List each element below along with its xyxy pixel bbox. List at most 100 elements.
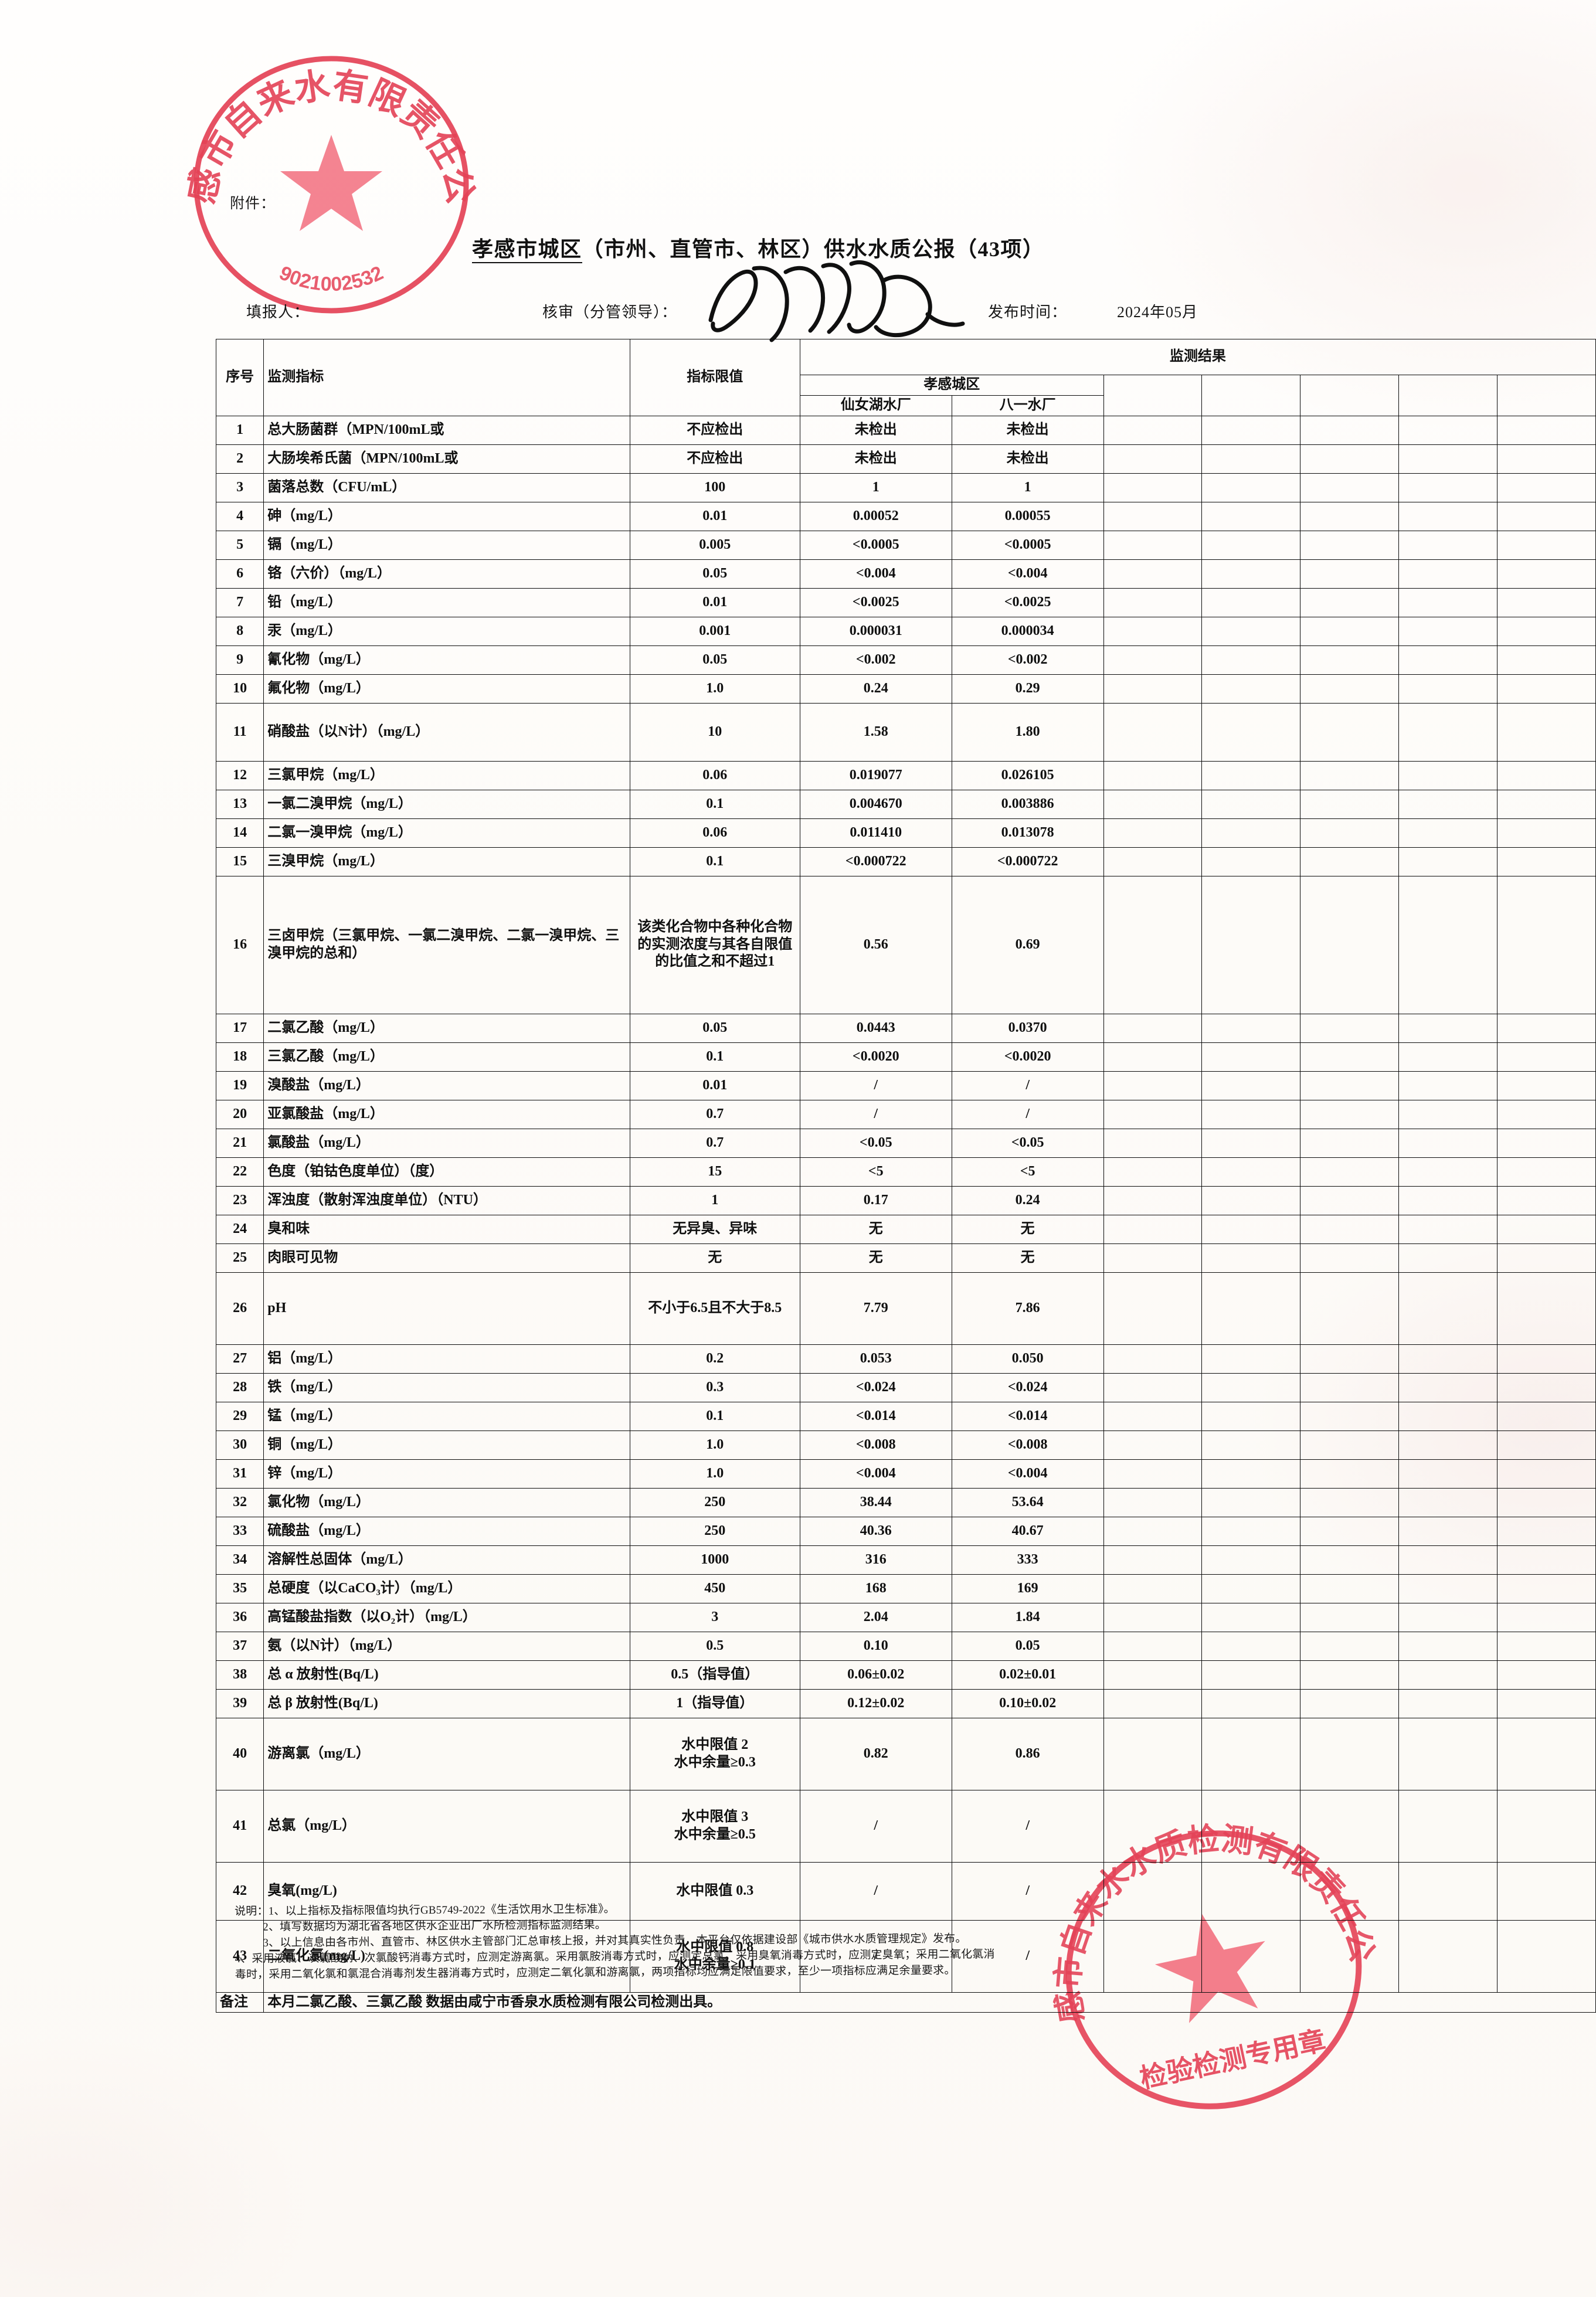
row-blank-5 [1497, 1602, 1596, 1632]
row-result-xiannvhu: 0.12±0.02 [799, 1688, 952, 1718]
table-row: 11 硝酸盐（以N计）（mg/L） 10 1.58 1.80 [215, 702, 1596, 762]
row-result-bayi: <5 [951, 1157, 1104, 1187]
row-blank-1 [1103, 1042, 1203, 1072]
row-blank-2 [1201, 1574, 1301, 1603]
publish-time-label: 发布时间： [988, 304, 1068, 321]
col-header-plant-bayi: 八一水厂 [951, 395, 1104, 416]
row-result-xiannvhu: 无 [799, 1243, 952, 1273]
row-limit: 0.3 [629, 1372, 800, 1402]
row-limit: 0.2 [629, 1344, 800, 1374]
row-blank-2 [1201, 1487, 1301, 1517]
row-indicator: 铅（mg/L） [263, 587, 630, 617]
table-row: 32 氯化物（mg/L） 250 38.44 53.64 [215, 1487, 1596, 1517]
row-result-xiannvhu: 0.004670 [799, 789, 952, 819]
row-blank-2 [1201, 1344, 1301, 1374]
row-indicator: 二氯一溴甲烷（mg/L） [263, 818, 630, 848]
row-blank-5 [1497, 1013, 1596, 1043]
row-blank-3 [1300, 1013, 1400, 1043]
row-blank-3 [1300, 1071, 1400, 1100]
row-result-bayi: 无 [951, 1243, 1104, 1273]
table-row: 7 铅（mg/L） 0.01 <0.0025 <0.0025 [215, 587, 1596, 617]
row-limit: 0.1 [629, 1401, 800, 1431]
row-blank-2 [1201, 1516, 1301, 1546]
row-blank-4 [1398, 530, 1498, 560]
table-row: 40 游离氯（mg/L） 水中限值 2 水中余量≥0.3 0.82 0.86 [215, 1717, 1596, 1790]
row-result-xiannvhu: 0.019077 [799, 760, 952, 790]
row-limit: 100 [629, 473, 800, 502]
row-result-xiannvhu: 38.44 [799, 1487, 952, 1517]
row-limit: 0.7 [629, 1099, 800, 1129]
row-limit: 0.1 [629, 847, 800, 876]
col-header-no: 序号 [215, 339, 264, 416]
row-blank-2 [1201, 1272, 1301, 1345]
row-blank-5 [1497, 1487, 1596, 1517]
row-blank-4 [1398, 1128, 1498, 1158]
row-number: 40 [215, 1717, 264, 1790]
row-indicator: 氯化物（mg/L） [263, 1487, 630, 1517]
row-limit: 0.005 [629, 530, 800, 560]
row-blank-1 [1103, 1545, 1203, 1575]
row-blank-3 [1300, 530, 1400, 560]
row-result-bayi: 0.05 [951, 1631, 1104, 1661]
row-limit: 1000 [629, 1545, 800, 1575]
row-blank-3 [1300, 818, 1400, 848]
table-row: 41 总氯（mg/L） 水中限值 3 水中余量≥0.5// [215, 1789, 1596, 1863]
row-limit: 15 [629, 1157, 800, 1187]
row-indicator: 硫酸盐（mg/L） [263, 1516, 630, 1546]
row-limit: 无 [629, 1243, 800, 1273]
row-indicator: 氯酸盐（mg/L） [263, 1128, 630, 1158]
row-blank-3 [1300, 875, 1400, 1014]
row-number: 39 [215, 1688, 264, 1718]
table-row: 31 锌（mg/L） 1.0 <0.004 <0.004 [215, 1459, 1596, 1489]
row-result-bayi: 0.86 [951, 1717, 1104, 1790]
row-number: 20 [215, 1099, 264, 1129]
row-blank-2 [1201, 1459, 1301, 1489]
row-blank-5 [1497, 1516, 1596, 1546]
row-limit: 250 [629, 1516, 800, 1546]
row-blank-4 [1398, 1013, 1498, 1043]
row-blank-1 [1103, 1128, 1203, 1158]
row-limit: 1.0 [629, 1459, 800, 1489]
row-result-xiannvhu: 168 [799, 1574, 952, 1603]
table-row: 15 三溴甲烷（mg/L） 0.1 <0.000722 <0.000722 [215, 847, 1596, 876]
row-blank-4 [1398, 1660, 1498, 1690]
filler-label: 填报人： [246, 304, 310, 321]
row-blank-4 [1398, 1459, 1498, 1489]
row-number: 4 [215, 501, 264, 531]
table-row: 34 溶解性总固体（mg/L） 1000 316 333 [215, 1545, 1596, 1575]
row-result-bayi: 0.0370 [951, 1013, 1104, 1043]
row-blank-2 [1201, 587, 1301, 617]
row-blank-1 [1103, 760, 1203, 790]
row-blank-1 [1103, 1688, 1203, 1718]
table-row: 19 溴酸盐（mg/L） 0.01// [215, 1071, 1596, 1100]
row-blank-2 [1201, 1214, 1301, 1244]
row-limit: 250 [629, 1487, 800, 1517]
row-limit: 0.1 [629, 1042, 800, 1072]
row-result-xiannvhu: 0.17 [799, 1185, 952, 1215]
row-blank-3 [1300, 501, 1400, 531]
row-indicator: 臭氧(mg/L) [263, 1861, 630, 1921]
row-blank-4 [1398, 1789, 1498, 1863]
table-row: 3 菌落总数（CFU/mL） 100 1 1 [215, 473, 1596, 502]
row-result-bayi: 0.02±0.01 [951, 1660, 1104, 1690]
row-blank-5 [1497, 1243, 1596, 1273]
row-blank-4 [1398, 444, 1498, 474]
row-limit: 水中限值 3 水中余量≥0.5 [629, 1789, 800, 1863]
row-limit: 0.01 [629, 587, 800, 617]
row-blank-4 [1398, 1919, 1498, 1993]
row-blank-3 [1300, 1372, 1400, 1402]
row-blank-2 [1201, 1430, 1301, 1460]
row-result-bayi: <0.000722 [951, 847, 1104, 876]
row-result-xiannvhu: / [799, 1099, 952, 1129]
row-result-bayi: / [951, 1071, 1104, 1100]
row-blank-1 [1103, 789, 1203, 819]
reviewer-label: 核审（分管领导）： [542, 304, 678, 321]
table-row: 29 锰（mg/L） 0.1 <0.014 <0.014 [215, 1401, 1596, 1431]
table-row: 21 氯酸盐（mg/L） 0.7 <0.05 <0.05 [215, 1128, 1596, 1158]
row-blank-4 [1398, 875, 1498, 1014]
row-limit: 1（指导值） [629, 1688, 800, 1718]
row-blank-2 [1201, 415, 1301, 445]
row-indicator: 总氯（mg/L） [263, 1789, 630, 1863]
row-blank-3 [1300, 1545, 1400, 1575]
row-indicator: 肉眼可见物 [263, 1243, 630, 1273]
